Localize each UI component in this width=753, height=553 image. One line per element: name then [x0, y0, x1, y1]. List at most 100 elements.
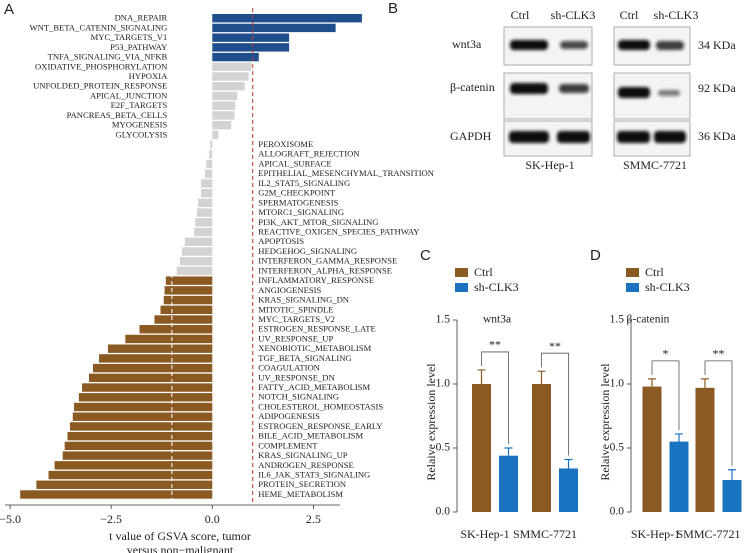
category-label: FATTY_ACID_METABOLISM	[258, 382, 370, 392]
category-label: KRAS_SIGNALING_DN	[258, 295, 350, 305]
legend-label: Ctrl	[645, 265, 664, 279]
category-label: BILE_ACID_METABOLISM	[258, 431, 363, 441]
bar	[107, 344, 213, 353]
category-label: TNFA_SIGNALING_VIA_NFKB	[48, 52, 168, 62]
panel-b: B Ctrl sh-CLK3 Ctrl sh-CLK3 wnt3a β-cate…	[388, 0, 736, 172]
category-label: ADIPOGENESIS	[258, 411, 320, 421]
legend-swatch	[626, 283, 639, 292]
category-label: REACTIVE_OXIGEN_SPECIES_PATHWAY	[258, 227, 419, 237]
bar	[212, 111, 235, 120]
bar	[125, 334, 213, 344]
category-label: P53_PATHWAY	[110, 42, 167, 52]
significance-bracket	[481, 351, 509, 444]
significance-bracket	[651, 360, 680, 430]
x-tick-label: SMMC-7721	[513, 527, 577, 541]
protein-label: wnt3a	[452, 37, 482, 51]
panel-a: A DNA_REPAIRWNT_BETA_CATENIN_SIGNALINGMYC…	[0, 1, 435, 553]
legend-label: sh-CLK3	[474, 280, 519, 294]
protein-label: GAPDH	[450, 129, 492, 143]
significance-label: **	[549, 339, 561, 353]
error-bar	[504, 447, 513, 456]
error-bar	[701, 378, 709, 388]
category-label: ALLOGRAFT_REJECTION	[258, 149, 360, 159]
category-label: HEDGEHOG_SIGNALING	[258, 246, 357, 256]
significance-label: *	[663, 347, 669, 361]
legend-label: Ctrl	[474, 265, 493, 279]
category-label: APICAL_SURFACE	[258, 158, 331, 168]
bar	[165, 276, 213, 285]
category-label: MYC_TARGETS_V1	[91, 32, 168, 42]
bar	[669, 441, 689, 512]
lane-label: sh-CLK3	[654, 8, 699, 22]
bar	[212, 43, 290, 52]
error-bar	[675, 433, 683, 442]
legend-swatch	[455, 268, 468, 277]
bar	[194, 227, 213, 237]
significance-label: **	[489, 338, 501, 352]
bar	[206, 159, 213, 169]
bar	[209, 150, 213, 159]
y-tick-label: 1.5	[436, 314, 451, 326]
significance-bracket	[704, 360, 733, 466]
category-label: ESTROGEN_RESPONSE_LATE	[258, 324, 375, 334]
legend-swatch	[626, 268, 639, 277]
legend-swatch	[455, 283, 468, 292]
category-label: PI3K_AKT_MTOR_SIGNALING	[258, 217, 378, 227]
x-tick-label: 0.0	[205, 512, 220, 526]
category-label: HYPOXIA	[129, 71, 168, 81]
bar	[163, 295, 213, 305]
error-bar	[728, 469, 736, 480]
bar	[48, 470, 213, 480]
category-label: KRAS_SIGNALING_UP	[258, 450, 348, 460]
protein-size: 34 KDa	[698, 38, 736, 52]
bar	[69, 422, 213, 431]
bar	[99, 354, 213, 363]
category-label: COMPLEMENT	[258, 440, 318, 450]
bar	[72, 412, 213, 421]
panel-label: B	[388, 0, 398, 17]
bar	[200, 188, 213, 198]
x-tick-label: −5.0	[0, 512, 21, 526]
bar	[36, 480, 213, 489]
x-tick-label: SK-Hep-1	[460, 527, 509, 541]
blot-membrane	[503, 26, 691, 157]
y-tick-label: 0.0	[436, 506, 451, 518]
y-axis-label: Relaive expression level	[424, 363, 438, 481]
bar	[210, 140, 213, 149]
bar	[160, 305, 213, 314]
bar	[198, 198, 213, 208]
bar	[64, 441, 213, 451]
bar	[164, 286, 213, 295]
category-label: CHOLESTEROL_HOMEOSTASIS	[258, 401, 383, 411]
bar	[212, 82, 245, 91]
category-label: PANCREAS_BETA_CELLS	[67, 110, 168, 120]
bar	[532, 384, 551, 512]
bar	[212, 130, 219, 140]
bar	[642, 386, 662, 512]
category-label: WNT_BETA_CATENIN_SIGNALING	[30, 22, 168, 32]
panel-label: D	[590, 247, 601, 264]
bar	[722, 480, 742, 512]
category-label: MYOGENESIS	[112, 120, 168, 130]
category-label: IL6_JAK_STAT3_SIGNALING	[258, 470, 370, 480]
y-tick-label: 1.0	[610, 378, 625, 390]
bar	[212, 52, 259, 62]
bar	[212, 23, 336, 33]
bar	[695, 387, 715, 512]
category-label: UV_RESPONSE_DN	[258, 372, 335, 382]
category-label: OXIDATIVE_PHOSPHORYLATION	[35, 61, 168, 71]
error-bar	[648, 378, 656, 387]
bar	[196, 208, 213, 217]
category-label: GLYCOLYSIS	[116, 129, 168, 139]
category-label: DNA_REPAIR	[115, 13, 168, 23]
category-label: NOTCH_SIGNALING	[258, 392, 339, 402]
category-label: IL2_STAT5_SIGNALING	[258, 178, 350, 188]
category-label: EPITHELIAL_MESENCHYMAL_TRANSITION	[258, 168, 434, 178]
x-tick-label: −2.5	[100, 512, 122, 526]
category-label: E2F_TARGETS	[111, 100, 168, 110]
category-label: MYC_TARGETS_V2	[258, 314, 335, 324]
y-tick-label: 0.5	[610, 442, 625, 454]
panel-label: A	[4, 1, 14, 18]
